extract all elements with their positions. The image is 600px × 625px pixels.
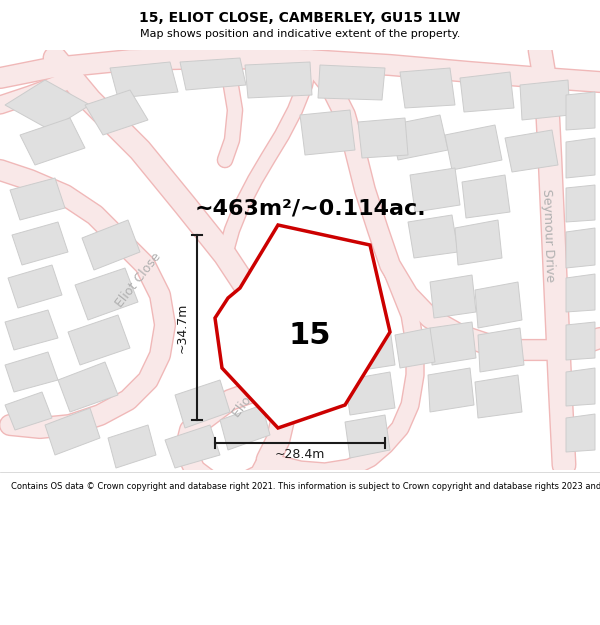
Polygon shape: [445, 125, 502, 170]
Text: 15, ELIOT CLOSE, CAMBERLEY, GU15 1LW: 15, ELIOT CLOSE, CAMBERLEY, GU15 1LW: [139, 11, 461, 25]
Polygon shape: [428, 368, 474, 412]
Polygon shape: [10, 178, 65, 220]
Polygon shape: [462, 175, 510, 218]
Polygon shape: [345, 372, 395, 415]
Polygon shape: [20, 118, 85, 165]
Polygon shape: [68, 315, 130, 365]
Polygon shape: [566, 185, 595, 222]
Polygon shape: [430, 322, 476, 365]
Polygon shape: [245, 62, 312, 98]
Polygon shape: [566, 322, 595, 360]
Text: Contains OS data © Crown copyright and database right 2021. This information is : Contains OS data © Crown copyright and d…: [11, 482, 600, 491]
Polygon shape: [45, 408, 100, 455]
Polygon shape: [478, 328, 524, 372]
Text: ~28.4m: ~28.4m: [275, 448, 325, 461]
Polygon shape: [175, 380, 230, 428]
Polygon shape: [395, 328, 435, 368]
Text: Seymour Drive: Seymour Drive: [540, 188, 556, 282]
Polygon shape: [566, 138, 595, 178]
Polygon shape: [345, 328, 395, 372]
Text: Eliot Close: Eliot Close: [113, 250, 163, 310]
Polygon shape: [262, 275, 360, 368]
Polygon shape: [180, 58, 246, 90]
Polygon shape: [566, 228, 595, 268]
Text: 15: 15: [289, 321, 331, 349]
Text: ~463m²/~0.114ac.: ~463m²/~0.114ac.: [194, 198, 426, 218]
Polygon shape: [165, 425, 220, 468]
Polygon shape: [410, 168, 460, 212]
Polygon shape: [475, 375, 522, 418]
Polygon shape: [475, 282, 522, 328]
Polygon shape: [110, 62, 178, 98]
Polygon shape: [566, 274, 595, 312]
Text: Map shows position and indicative extent of the property.: Map shows position and indicative extent…: [140, 29, 460, 39]
Polygon shape: [5, 352, 58, 392]
Polygon shape: [460, 72, 514, 112]
Polygon shape: [455, 220, 502, 265]
Polygon shape: [85, 90, 148, 135]
Polygon shape: [408, 215, 458, 258]
Polygon shape: [520, 80, 570, 120]
Text: Eliot Close: Eliot Close: [230, 360, 280, 420]
Polygon shape: [300, 110, 355, 155]
Polygon shape: [220, 405, 270, 450]
Polygon shape: [58, 362, 118, 412]
Polygon shape: [390, 115, 448, 160]
Polygon shape: [400, 68, 455, 108]
Polygon shape: [215, 225, 390, 428]
Polygon shape: [5, 392, 52, 430]
Polygon shape: [12, 222, 68, 265]
Polygon shape: [345, 415, 390, 458]
Polygon shape: [358, 118, 408, 158]
Polygon shape: [505, 130, 558, 172]
Text: ~34.7m: ~34.7m: [176, 302, 189, 352]
Polygon shape: [430, 275, 476, 318]
Polygon shape: [75, 268, 138, 320]
Polygon shape: [318, 65, 385, 100]
Polygon shape: [566, 368, 595, 406]
Polygon shape: [5, 80, 90, 130]
Polygon shape: [566, 92, 595, 130]
Polygon shape: [5, 310, 58, 350]
Polygon shape: [566, 414, 595, 452]
Polygon shape: [82, 220, 140, 270]
Polygon shape: [8, 265, 62, 308]
Polygon shape: [108, 425, 156, 468]
